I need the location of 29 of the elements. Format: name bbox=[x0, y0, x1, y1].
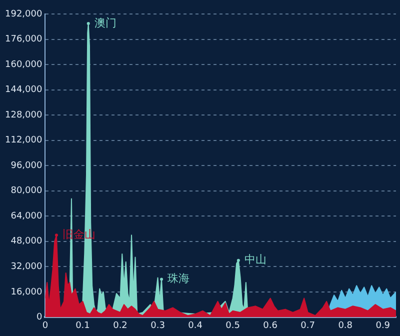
point bbox=[86, 22, 90, 25]
y-tick-label: 192,000 bbox=[5, 9, 42, 20]
point bbox=[236, 258, 240, 262]
y-tick-label: 144,000 bbox=[5, 85, 42, 96]
annotation: 珠海 bbox=[168, 272, 190, 286]
y-tick-label: 16,000 bbox=[10, 287, 42, 298]
annotation: 中山 bbox=[244, 253, 266, 266]
y-tick-label: 112,000 bbox=[5, 136, 42, 146]
y-tick-label: 32,000 bbox=[10, 262, 42, 272]
y-tick-label: 160,000 bbox=[5, 60, 42, 70]
point bbox=[160, 278, 164, 281]
x-tick-label: 0.8 bbox=[338, 320, 353, 331]
annotation: 澳门 bbox=[94, 16, 116, 30]
y-tick-label: 176,000 bbox=[5, 34, 42, 45]
x-tick-label: 0.9 bbox=[376, 320, 390, 331]
y-tick-label: 128,000 bbox=[5, 110, 42, 120]
x-tick-label: 0.5 bbox=[226, 320, 240, 331]
x-tick-label: 0.4 bbox=[188, 320, 203, 331]
y-tick-label: 64,000 bbox=[10, 211, 42, 222]
y-tick-label: 48,000 bbox=[10, 236, 42, 247]
x-tick-label: 0.3 bbox=[150, 320, 165, 331]
x-tick-label: 0.2 bbox=[113, 320, 128, 331]
x-tick-label: 0.1 bbox=[76, 320, 90, 331]
y-tick-label: 0 bbox=[36, 312, 42, 323]
x-tick-label: 0.7 bbox=[300, 320, 315, 331]
y-tick-label: 96,000 bbox=[10, 160, 42, 171]
x-tick-label: 0.6 bbox=[263, 320, 278, 331]
y-tick-label: 80,000 bbox=[10, 186, 42, 196]
point bbox=[54, 234, 58, 237]
